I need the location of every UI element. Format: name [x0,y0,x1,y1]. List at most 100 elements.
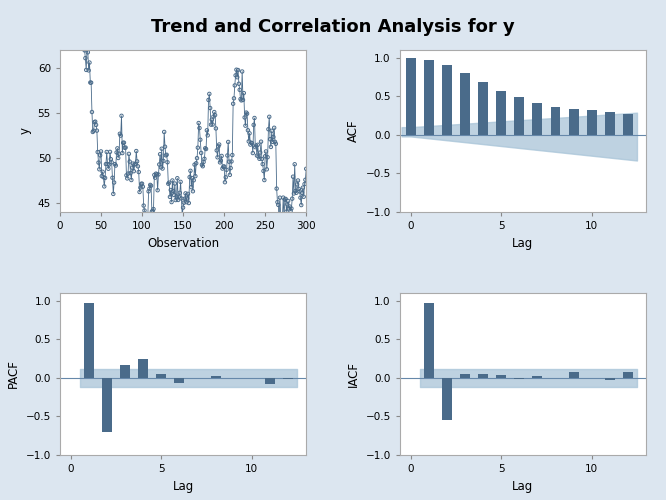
Bar [424,60,434,135]
Point [89,118,100,126]
Point [157,144,167,152]
Y-axis label: y: y [19,128,32,134]
Point [212,154,223,162]
Point [163,180,174,188]
Point [151,170,161,177]
Point [125,158,135,166]
Point [155,150,165,158]
Point [188,176,199,184]
Point [99,182,110,190]
Point [140,210,151,218]
Point [269,124,280,132]
Point [127,164,137,172]
Point [124,150,135,158]
Point [162,158,172,166]
Point [137,180,147,188]
Point [129,167,139,175]
Point [294,188,305,196]
Point [238,96,248,104]
Y-axis label: ACF: ACF [347,120,360,142]
Y-axis label: PACF: PACF [7,360,20,388]
Point [218,163,228,171]
Point [133,168,144,176]
Point [111,148,122,156]
Point [109,178,119,186]
Point [103,164,114,172]
Bar [514,378,524,380]
Bar [210,376,220,378]
Point [165,186,176,194]
Point [260,148,271,156]
Point [268,133,278,141]
Point [96,148,107,156]
Point [132,158,143,166]
Point [90,118,101,126]
Point [196,149,206,157]
Point [202,126,212,134]
Point [195,136,206,143]
Point [111,162,121,170]
Point [276,218,287,226]
Point [217,164,228,172]
Point [191,159,202,167]
Point [168,187,178,195]
Point [192,154,202,162]
Point [170,196,181,204]
Point [262,166,272,173]
Bar [283,378,293,380]
Point [100,174,111,182]
Text: Trend and Correlation Analysis for y: Trend and Correlation Analysis for y [151,18,515,36]
Point [77,14,87,22]
Point [113,154,124,162]
Point [75,0,86,6]
Point [210,111,220,119]
Bar [551,107,561,135]
Point [84,58,95,66]
Bar [265,378,275,384]
Point [91,121,101,129]
Point [98,173,109,181]
Point [206,120,216,128]
Point [122,174,133,182]
Point [220,174,231,182]
Point [123,170,133,177]
Point [161,150,172,158]
Point [192,144,203,152]
Point [226,158,237,166]
Bar [623,114,633,135]
Point [272,198,283,206]
Point [179,194,190,202]
Point [249,114,260,122]
Point [153,186,163,194]
Point [85,78,96,86]
Point [159,128,170,136]
Point [128,160,139,168]
Point [244,130,255,138]
Point [277,214,288,222]
Point [276,212,286,220]
Point [207,120,218,128]
Point [291,189,302,197]
Point [246,138,256,146]
Bar [157,374,166,378]
Point [242,126,253,134]
X-axis label: Observation: Observation [147,236,219,250]
Bar [605,378,615,380]
Point [200,145,211,153]
Point [178,204,188,212]
Point [151,170,162,178]
Point [284,202,295,210]
Point [80,54,91,62]
Point [87,128,98,136]
Point [135,184,146,192]
Bar [587,110,597,135]
Point [161,152,171,160]
Point [157,164,168,172]
Point [208,112,218,120]
Point [89,126,99,134]
Point [254,155,264,163]
Point [258,167,269,175]
Point [175,178,186,186]
Point [118,139,129,147]
Point [170,180,180,188]
